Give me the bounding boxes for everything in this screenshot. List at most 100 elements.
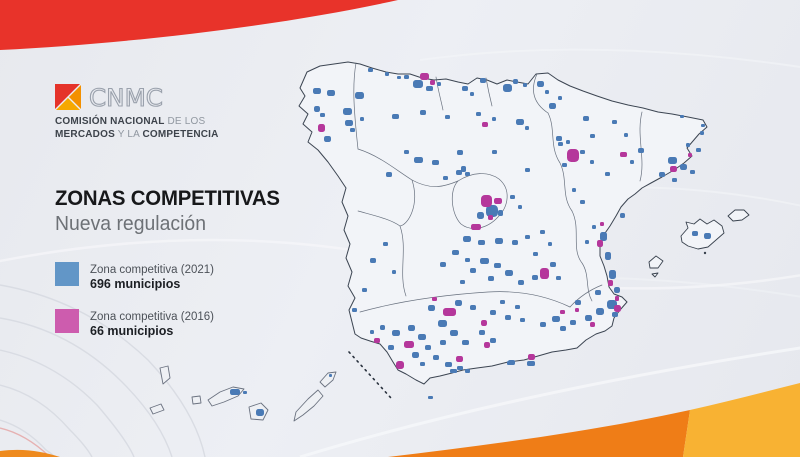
- municipality-2021: [397, 76, 401, 79]
- municipality-2021: [392, 270, 396, 274]
- municipality-2021: [507, 361, 513, 365]
- municipality-2021: [392, 330, 400, 336]
- municipality-2016: [567, 149, 579, 162]
- municipality-2021: [432, 160, 439, 165]
- municipality-2021: [478, 240, 485, 245]
- municipality-2021: [583, 116, 589, 121]
- municipality-2021: [549, 103, 556, 109]
- municipality-2021: [460, 280, 465, 284]
- municipality-2021: [523, 83, 527, 87]
- municipality-2021: [243, 391, 247, 394]
- municipality-2016: [560, 310, 565, 314]
- municipality-2021: [450, 330, 458, 336]
- municipality-2021: [672, 178, 677, 182]
- municipality-2021: [609, 270, 616, 279]
- legend-label-2016: Zona competitiva (2016): [90, 311, 215, 323]
- municipality-2021: [492, 117, 496, 121]
- municipality-2021: [503, 84, 512, 92]
- municipality-2021: [537, 81, 544, 87]
- municipality-2016: [670, 166, 677, 172]
- page-subtitle: Nueva regulación: [55, 213, 206, 235]
- municipality-2021: [580, 150, 585, 154]
- municipality-2021: [596, 308, 604, 315]
- municipality-2021: [230, 389, 240, 395]
- canary-inset-divider: [348, 351, 392, 399]
- municipality-2021: [590, 160, 594, 164]
- legend-item-2016: Zona competitiva (2016) 66 municipios: [55, 309, 305, 338]
- orange-ribbon: [388, 410, 690, 457]
- municipality-2016: [456, 356, 463, 362]
- municipality-2021: [465, 258, 470, 262]
- municipality-2021: [345, 120, 353, 126]
- municipality-2021: [404, 150, 409, 154]
- cnmc-wordmark: CNMC: [88, 84, 163, 110]
- municipality-2021: [492, 150, 497, 154]
- municipality-2021: [470, 268, 476, 273]
- municipality-2021: [456, 170, 462, 175]
- municipality-2016: [600, 222, 604, 226]
- municipality-2021: [512, 240, 518, 245]
- municipality-2016: [688, 153, 692, 157]
- municipality-2021: [495, 238, 503, 244]
- municipality-2021: [590, 134, 595, 138]
- municipality-2016: [540, 268, 549, 279]
- municipality-2021: [692, 231, 698, 236]
- municipality-2021: [412, 352, 419, 358]
- municipality-2021: [362, 288, 367, 292]
- municipality-2021: [518, 280, 524, 285]
- municipality-2021: [552, 316, 560, 322]
- municipality-2021: [327, 90, 335, 96]
- municipality-2021: [461, 166, 466, 172]
- municipality-2021: [470, 92, 474, 96]
- municipality-2021: [465, 172, 470, 176]
- amber-ribbon: [683, 383, 800, 457]
- municipality-2021: [556, 276, 561, 280]
- legend-label-2021: Zona competitiva (2021): [90, 264, 215, 276]
- municipality-2021: [686, 143, 690, 147]
- municipality-2021: [494, 263, 501, 268]
- municipality-2021: [314, 106, 320, 112]
- municipality-2021: [620, 213, 625, 218]
- municipality-2016: [488, 215, 493, 220]
- municipality-2021: [690, 170, 695, 174]
- municipality-2021: [585, 240, 589, 244]
- municipality-2021: [445, 362, 452, 367]
- municipality-2021: [370, 330, 374, 334]
- municipality-2021: [696, 148, 701, 152]
- municipality-2021: [455, 300, 462, 306]
- municipality-2021: [570, 320, 576, 325]
- legend-value-2016: 66 municipios: [90, 324, 174, 338]
- municipality-2016: [482, 122, 488, 127]
- municipality-2021: [490, 310, 496, 315]
- municipality-2021: [700, 131, 704, 135]
- legend-value-2021: 696 municipios: [90, 277, 181, 291]
- municipality-2021: [350, 128, 355, 132]
- municipality-2021: [476, 112, 481, 116]
- municipality-2016: [597, 240, 603, 247]
- municipality-2021: [595, 290, 601, 295]
- municipality-2016: [430, 80, 435, 85]
- municipality-2021: [440, 340, 446, 345]
- municipality-2016: [494, 198, 502, 204]
- municipality-2021: [445, 115, 450, 119]
- municipality-2021: [498, 210, 503, 216]
- municipality-2021: [452, 250, 459, 255]
- legend-swatch-2021: [55, 262, 79, 286]
- municipality-2021: [562, 163, 567, 167]
- municipality-2021: [437, 82, 441, 86]
- municipality-2021: [556, 136, 562, 141]
- municipality-2021: [462, 86, 468, 91]
- municipality-2021: [540, 322, 546, 327]
- municipality-2021: [585, 315, 592, 321]
- municipality-2021: [488, 276, 494, 281]
- municipality-2021: [612, 120, 617, 124]
- municipality-2021: [368, 68, 373, 72]
- municipality-2021: [450, 369, 457, 373]
- municipality-2021: [324, 136, 331, 142]
- municipality-2021: [426, 86, 433, 91]
- municipality-2021: [630, 160, 634, 164]
- orange-corner-sliver: [0, 449, 60, 457]
- municipality-2021: [462, 340, 469, 345]
- municipality-2021: [425, 345, 431, 350]
